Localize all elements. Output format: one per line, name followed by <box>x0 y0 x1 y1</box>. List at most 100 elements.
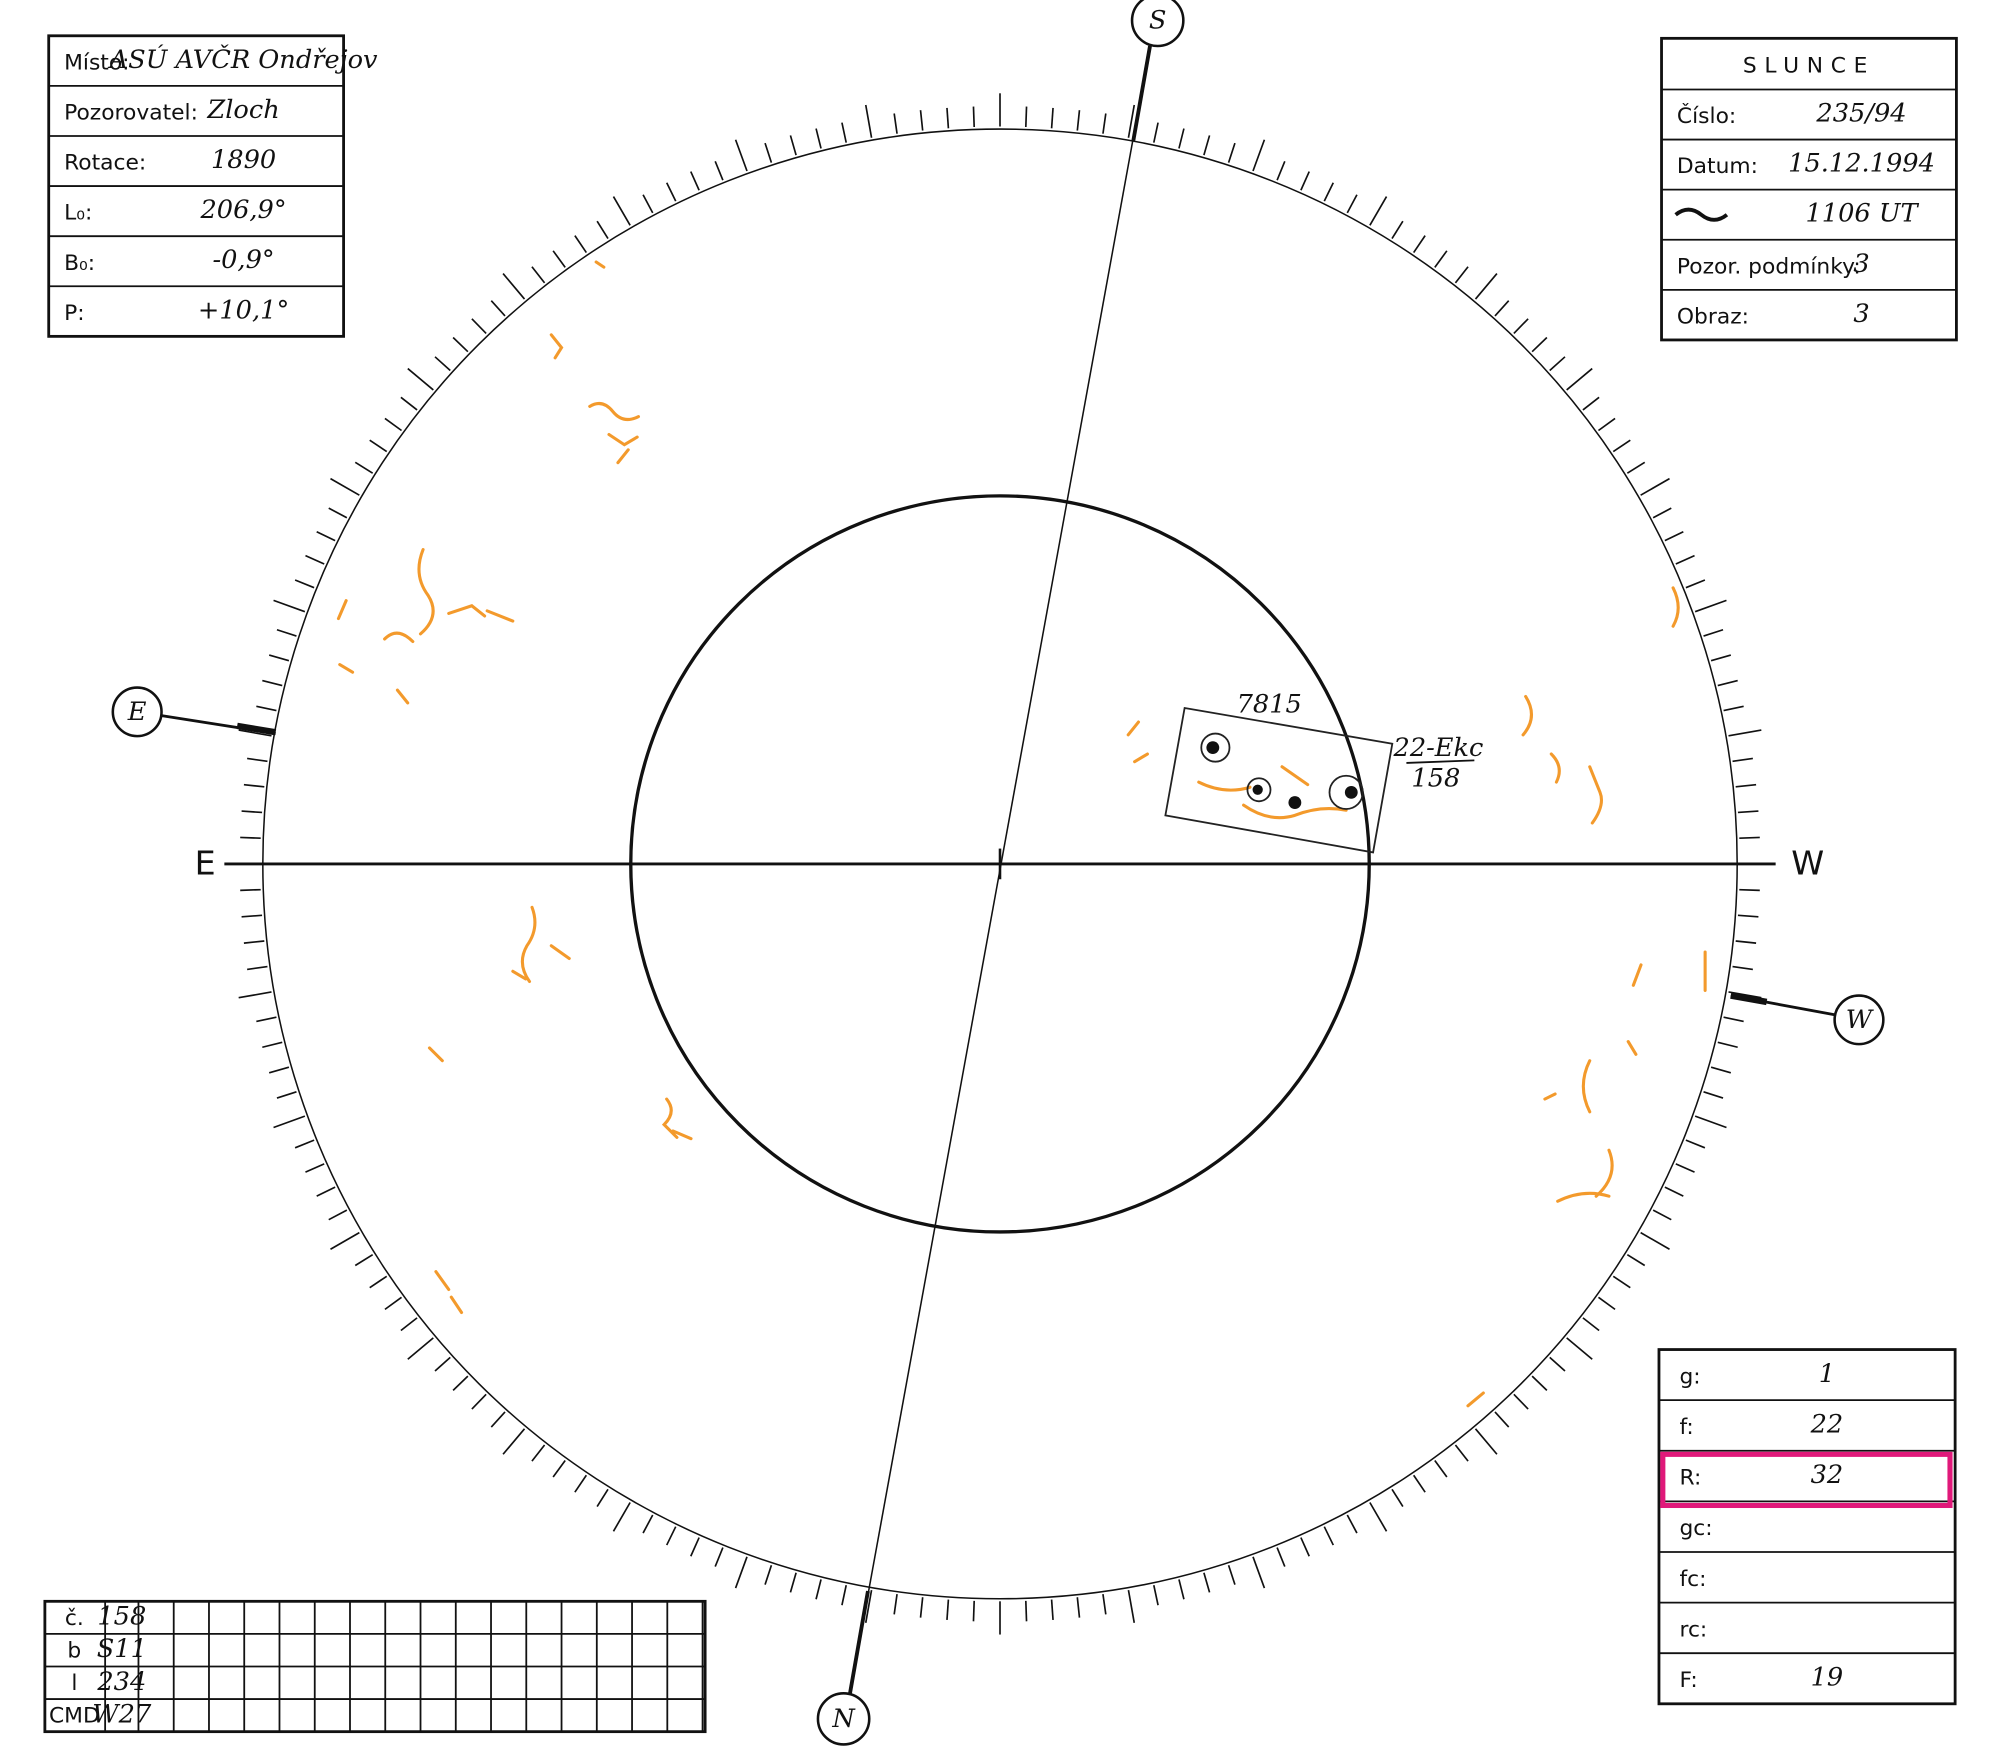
table-frame <box>1657 1348 1957 1706</box>
field-label: č. <box>65 1606 84 1631</box>
field-value: 206,9° <box>199 195 286 225</box>
tick <box>1127 1589 1136 1623</box>
tick <box>1531 1375 1548 1391</box>
table-title: SLUNCE <box>1743 53 1875 78</box>
tick <box>434 356 451 372</box>
umbra <box>1344 785 1358 799</box>
compass-circle <box>1833 994 1885 1046</box>
field-value: 32 <box>1811 1460 1844 1490</box>
tick <box>919 110 924 131</box>
filaments <box>336 260 1707 1408</box>
tick <box>1566 1337 1593 1360</box>
field-value: 158 <box>97 1602 146 1632</box>
tick <box>714 160 724 181</box>
tick <box>452 1375 469 1391</box>
tick <box>1737 914 1759 918</box>
tick <box>1597 1296 1616 1311</box>
tick <box>893 113 898 134</box>
tick <box>596 1488 609 1508</box>
group-number: 158 <box>1411 764 1460 794</box>
tick <box>1434 250 1448 268</box>
east-pointer <box>236 722 277 736</box>
tick <box>1178 1579 1185 1600</box>
tick <box>841 122 848 143</box>
tick <box>1276 160 1286 181</box>
tick <box>1685 1139 1706 1149</box>
umbra <box>1252 784 1263 795</box>
tick <box>262 1041 283 1049</box>
tick <box>642 1514 654 1534</box>
tick <box>1178 128 1185 149</box>
umbra <box>1288 796 1302 809</box>
tick <box>1391 1488 1404 1508</box>
penumbra <box>1200 732 1231 763</box>
tick <box>596 220 609 240</box>
group-class: 22-Ekc <box>1393 733 1484 763</box>
tick <box>490 1411 506 1428</box>
tick <box>1391 220 1404 240</box>
north-label: N <box>831 1704 856 1734</box>
tick <box>1276 1547 1286 1567</box>
tick <box>369 1275 388 1289</box>
tick <box>238 991 272 999</box>
tick <box>864 1589 873 1623</box>
filament <box>1126 720 1348 820</box>
tick <box>1566 367 1593 391</box>
west-circled-label: W <box>1846 1005 1875 1035</box>
tick <box>690 171 700 191</box>
field-label: Pozorovatel: <box>64 101 198 126</box>
tick <box>1152 122 1159 143</box>
field-label: L₀: <box>64 201 92 226</box>
field-label: l <box>71 1671 77 1696</box>
field-value: 19 <box>1811 1663 1844 1693</box>
tick <box>330 1231 360 1250</box>
tick <box>1612 439 1631 453</box>
tick <box>1685 579 1706 589</box>
tick <box>612 1502 631 1532</box>
tick <box>1076 110 1081 131</box>
tick <box>256 705 277 712</box>
tick <box>1346 194 1358 214</box>
tick <box>268 654 290 662</box>
field-label: R: <box>1679 1466 1701 1491</box>
tick <box>502 1428 526 1455</box>
tick <box>1652 507 1672 519</box>
tick <box>1739 836 1760 840</box>
tick <box>407 1337 434 1360</box>
tick <box>1723 1016 1744 1023</box>
tick <box>1735 940 1757 944</box>
tick <box>262 679 283 687</box>
east-circled-label: E <box>127 697 147 727</box>
highlight <box>1660 1451 1953 1509</box>
penumbra <box>1246 777 1272 803</box>
tick <box>305 554 325 565</box>
filament <box>1521 586 1680 825</box>
tick <box>665 182 677 202</box>
tick <box>268 1066 290 1074</box>
field-label: g: <box>1679 1364 1700 1389</box>
tick <box>1227 142 1236 163</box>
tick <box>1626 461 1646 474</box>
field-label: gc: <box>1679 1516 1712 1541</box>
tick <box>502 273 526 300</box>
tick <box>452 336 469 353</box>
tick <box>1549 356 1566 372</box>
tick <box>1152 1585 1159 1606</box>
tick <box>1549 1356 1566 1372</box>
tick <box>407 367 434 391</box>
field-label: b <box>67 1638 81 1663</box>
sun-table: Číslo: 235/94 Datum: 15.12.1994 1106 UT Pozor… <box>1660 36 1958 342</box>
tick <box>919 1597 924 1618</box>
tick <box>1640 477 1670 496</box>
active-region-number: 7815 <box>1237 689 1302 719</box>
tick <box>1640 1231 1670 1250</box>
compass-circle <box>111 686 163 738</box>
tick <box>1723 705 1744 712</box>
east-label: E <box>195 844 216 883</box>
tick <box>1024 106 1028 127</box>
degree-scale <box>226 93 1774 1635</box>
tick <box>574 235 588 254</box>
field-value: +10,1° <box>198 295 289 325</box>
tick <box>241 810 263 814</box>
